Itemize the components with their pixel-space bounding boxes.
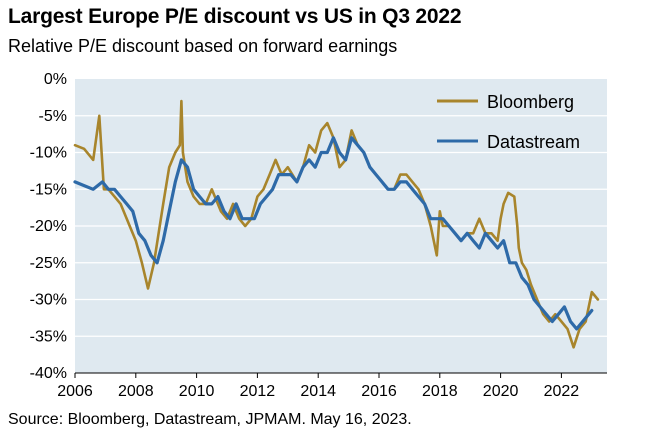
y-tick-label: 0% xyxy=(44,71,67,88)
legend-label-bloomberg: Bloomberg xyxy=(487,92,574,112)
y-axis: 0% -5% -10% -15% -20% -25% -30% -35% -40% xyxy=(30,71,67,382)
chart-title: Largest Europe P/E discount vs US in Q3 … xyxy=(8,5,462,28)
y-tick-label: -30% xyxy=(30,292,67,309)
x-tick-label: 2014 xyxy=(300,383,336,400)
x-tick-label: 2008 xyxy=(118,383,154,400)
y-tick-label: -5% xyxy=(39,108,67,125)
x-tick-label: 2012 xyxy=(240,383,276,400)
pe-discount-chart: 0%-5%-10%-15%-20%-25%-30%-35%-40% 2006 20… xyxy=(30,71,607,400)
series-group xyxy=(73,99,600,349)
source-note: Source: Bloomberg, Datastream, JPMAM. Ma… xyxy=(8,411,412,428)
x-tick-label: 2022 xyxy=(544,383,580,400)
y-tick-label: -15% xyxy=(30,181,67,198)
x-tick-label: 2018 xyxy=(422,383,458,400)
y-tick-label: -25% xyxy=(30,255,67,272)
x-axis: 2006 2008 2010 2012 2014 2016 2018 2020 2022 xyxy=(57,372,607,400)
x-tick-label: 2010 xyxy=(179,383,215,400)
x-tick-label: 2006 xyxy=(57,383,93,400)
chart-subtitle: Relative P/E discount based on forward e… xyxy=(8,36,398,56)
y-tick-label: -40% xyxy=(30,365,67,382)
legend: Bloomberg Datastream xyxy=(437,92,580,152)
legend-label-datastream: Datastream xyxy=(487,132,580,152)
y-tick-label: -10% xyxy=(30,145,67,162)
y-tick-label: -20% xyxy=(30,218,67,235)
series-line-datastream xyxy=(73,136,594,331)
x-tick-label: 2020 xyxy=(483,383,519,400)
y-tick-label: -35% xyxy=(30,328,67,345)
x-tick-label: 2016 xyxy=(361,383,397,400)
